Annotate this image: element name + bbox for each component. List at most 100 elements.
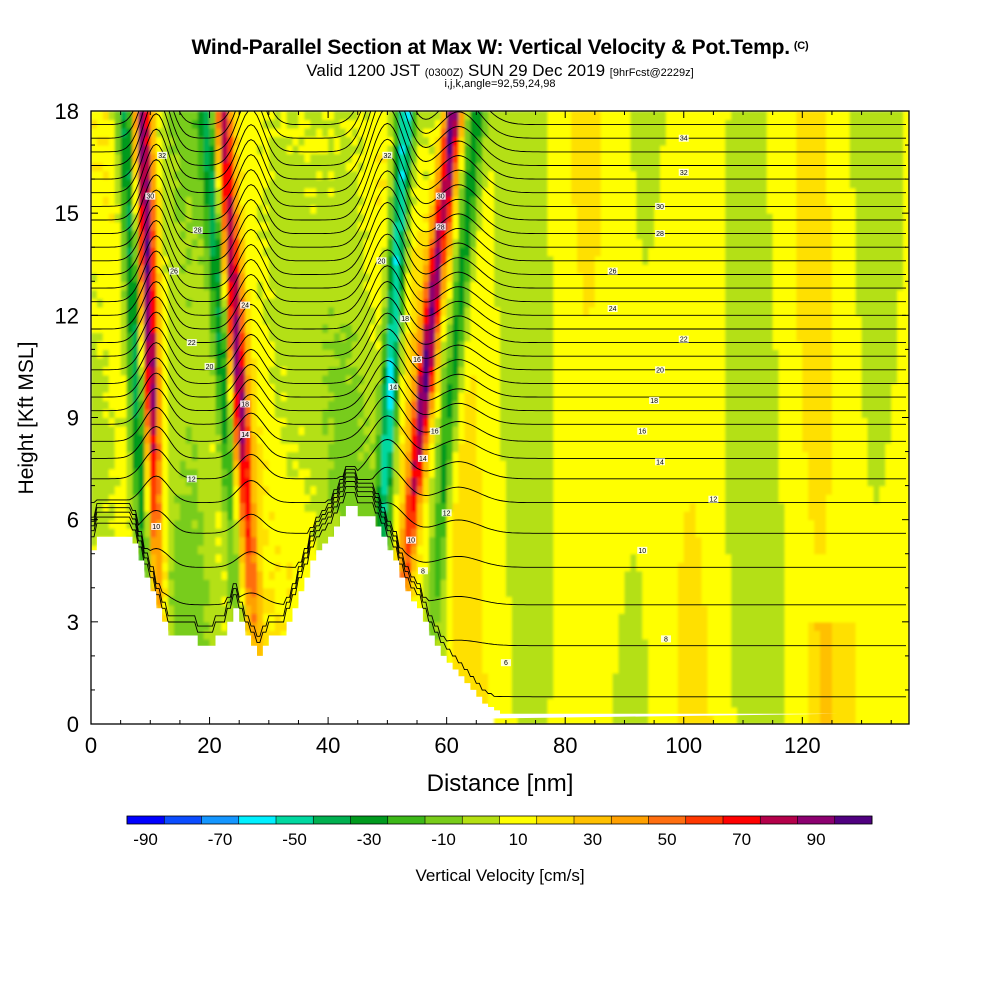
velocity-cell [553,579,560,589]
velocity-cell [873,426,880,436]
velocity-cell [820,391,827,402]
velocity-cell [754,553,762,563]
velocity-cell [446,391,454,402]
velocity-cell [855,655,863,665]
velocity-cell [855,477,863,487]
velocity-cell [304,477,311,487]
velocity-cell [96,528,104,538]
velocity-cell [286,511,294,521]
velocity-cell [796,502,803,512]
velocity-cell [790,630,797,640]
velocity-cell [778,443,786,453]
velocity-cell [227,519,234,529]
velocity-cell [256,426,264,436]
velocity-cell [582,706,590,717]
velocity-cell [577,494,584,504]
velocity-cell [505,502,513,512]
velocity-cell [517,383,525,393]
velocity-cell [500,511,507,521]
velocity-cell [571,706,578,717]
velocity-cell [879,536,886,546]
velocity-cell [505,400,513,410]
velocity-cell [286,613,294,623]
velocity-cell [405,460,412,470]
velocity-cell [600,596,608,606]
velocity-cell [464,502,471,512]
velocity-cell [179,613,187,623]
velocity-cell [689,383,697,393]
velocity-cell [665,374,673,385]
velocity-cell [292,596,300,606]
velocity-cell [286,502,294,512]
velocity-cell [671,468,679,478]
velocity-cell [743,715,750,724]
velocity-cell [701,604,709,614]
velocity-cell [476,630,483,640]
velocity-cell [245,460,252,470]
velocity-cell [737,434,744,444]
velocity-cell [743,511,750,521]
velocity-cell [577,443,584,453]
velocity-cell [251,485,258,495]
velocity-cell [606,604,614,614]
velocity-cell [648,494,655,504]
velocity-cell [630,502,637,512]
velocity-cell [239,485,246,495]
velocity-cell [185,408,193,419]
velocity-cell [665,383,673,393]
velocity-cell [529,528,537,538]
velocity-cell [577,451,584,461]
velocity-cell [719,536,726,546]
velocity-cell [452,374,460,385]
velocity-cell [559,374,566,385]
velocity-cell [588,528,596,538]
velocity-cell [654,689,661,700]
velocity-cell [594,443,602,453]
velocity-cell [571,460,578,470]
velocity-cell [411,391,418,402]
velocity-cell [541,434,549,444]
velocity-cell [802,519,809,529]
velocity-cell [683,604,691,614]
velocity-cell [517,664,525,674]
velocity-cell [529,587,537,597]
velocity-cell [577,596,584,606]
velocity-cell [826,511,833,521]
velocity-cell [470,366,477,376]
velocity-cell [251,579,258,589]
velocity-cell [873,536,880,546]
velocity-cell [375,511,383,521]
velocity-cell [239,502,246,512]
velocity-cell [748,400,756,410]
velocity-cell [713,426,720,436]
velocity-cell [760,630,768,640]
velocity-cell [784,494,792,504]
velocity-cell [363,417,371,427]
velocity-cell [227,366,234,376]
velocity-cell [345,391,353,402]
velocity-cell [606,655,614,665]
velocity-cell [233,400,240,410]
velocity-cell [772,613,780,623]
velocity-cell [766,672,774,683]
velocity-cell [168,596,175,606]
velocity-cell [630,511,637,521]
velocity-cell [784,528,792,538]
velocity-cell [511,621,519,631]
velocity-cell [322,460,329,470]
velocity-cell [772,681,780,691]
velocity-cell [262,468,270,478]
velocity-cell [695,468,703,478]
velocity-cell [96,451,104,461]
velocity-cell [760,647,768,657]
velocity-cell [339,366,347,376]
velocity-cell [630,664,637,674]
velocity-cell [831,587,839,597]
velocity-cell [458,366,466,376]
velocity-cell [126,357,134,368]
velocity-cell [428,502,436,512]
velocity-cell [138,408,145,419]
velocity-cell [855,545,863,555]
velocity-cell [808,417,815,427]
velocity-cell [464,604,471,614]
